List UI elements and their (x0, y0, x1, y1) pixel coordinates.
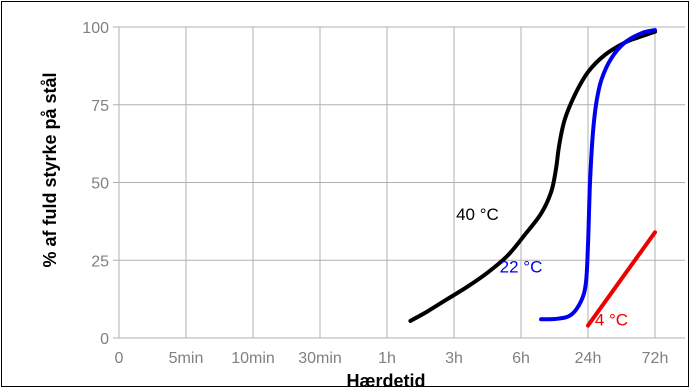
x-tick-label: 6h (512, 350, 530, 367)
y-tick-label: 0 (100, 331, 109, 348)
series-label: 22 °C (500, 258, 543, 277)
gridlines (113, 26, 685, 339)
x-tick-label: 24h (575, 350, 602, 367)
x-tick-label: 30min (298, 350, 342, 367)
series-line (539, 28, 657, 322)
x-tick-label: 10min (231, 350, 275, 367)
y-axis-title: % af fuld styrke på stål (40, 72, 60, 267)
series-line (408, 29, 657, 323)
y-tick-label: 75 (91, 98, 109, 115)
y-tick-label: 25 (91, 253, 109, 270)
x-tick-label: 0 (115, 350, 124, 367)
y-tick-label: 100 (82, 20, 109, 37)
x-tick-label: 1h (378, 350, 396, 367)
x-tick-label: 5min (169, 350, 204, 367)
series-label: 4 °C (595, 311, 628, 330)
x-axis-title: Hærdetid (346, 371, 425, 388)
x-tick-label: 3h (445, 350, 463, 367)
x-tick-label: 72h (642, 350, 669, 367)
data-series (408, 28, 657, 328)
series-labels: 40 °C 22 °C 4 °C (456, 205, 628, 330)
series-line (586, 230, 657, 328)
tick-labels: 0 5min 10min 30min 1h 3h 6h 24h 72h 0 25 50 75 100 (82, 20, 668, 367)
series-label: 40 °C (456, 205, 499, 224)
y-tick-label: 50 (91, 176, 109, 193)
